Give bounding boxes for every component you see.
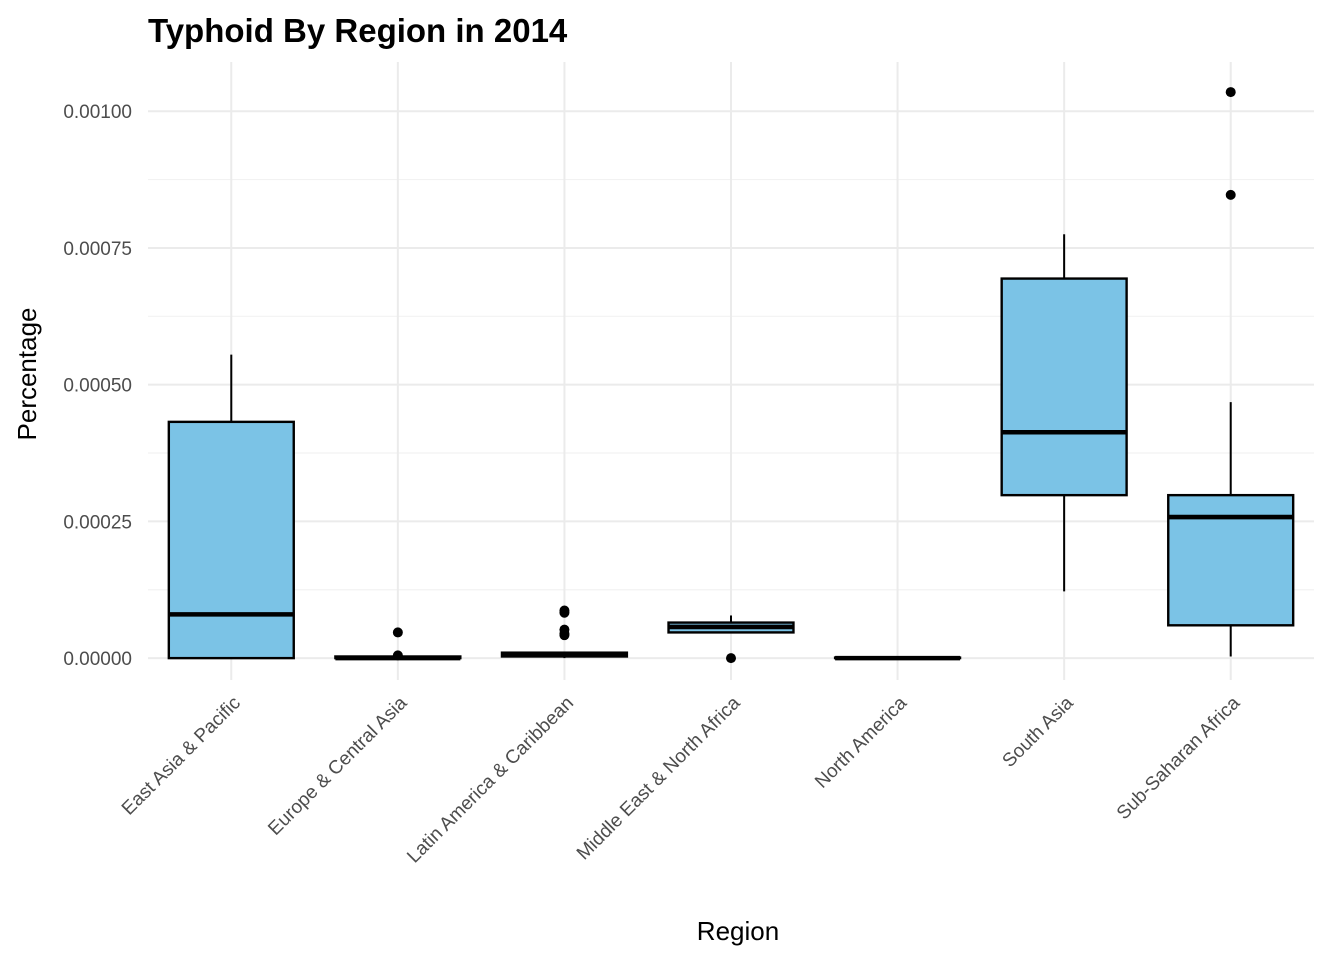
outlier-point [392,627,403,638]
x-axis-title: Region [697,916,779,946]
x-category-label: South Asia [999,692,1078,771]
box-iqr [1000,277,1128,497]
y-axis-title: Percentage [12,308,42,441]
y-tick-label: 0.00000 [63,649,132,670]
box-group [167,354,295,660]
y-axis-ticks: 0.00000 0.00025 0.00050 0.00075 0.00100 [63,102,132,670]
outlier-point [392,650,403,661]
x-category-label: North America [811,692,911,792]
outlier-point [726,653,736,664]
y-tick-label: 0.00050 [63,376,132,397]
box-iqr [167,420,295,660]
outlier-point [1225,87,1236,98]
box-iqr [1167,493,1295,627]
outlier-point [559,607,570,618]
x-category-label: Sub-Saharan Africa [1113,692,1245,824]
box-group [1000,234,1128,592]
x-category-label: Middle East & North Africa [573,692,745,864]
x-category-label: Latin America & Caribbean [403,693,578,868]
y-tick-label: 0.00100 [63,102,132,123]
x-category-label: East Asia & Pacific [118,693,245,820]
y-tick-label: 0.00075 [63,239,132,260]
box-group [833,655,962,661]
box-group [500,605,629,659]
grid [148,62,1314,680]
boxes [167,87,1295,664]
x-axis-ticks: East Asia & Pacific Europe & Central Asia… [118,692,1245,867]
box-group [1167,87,1295,657]
outlier-point [559,630,570,641]
box-group [334,627,462,661]
outlier-point [1225,189,1236,200]
box-group [667,615,795,664]
x-category-label: Europe & Central Asia [264,692,411,839]
chart-title: Typhoid By Region in 2014 [148,12,568,49]
y-tick-label: 0.00025 [63,512,132,533]
